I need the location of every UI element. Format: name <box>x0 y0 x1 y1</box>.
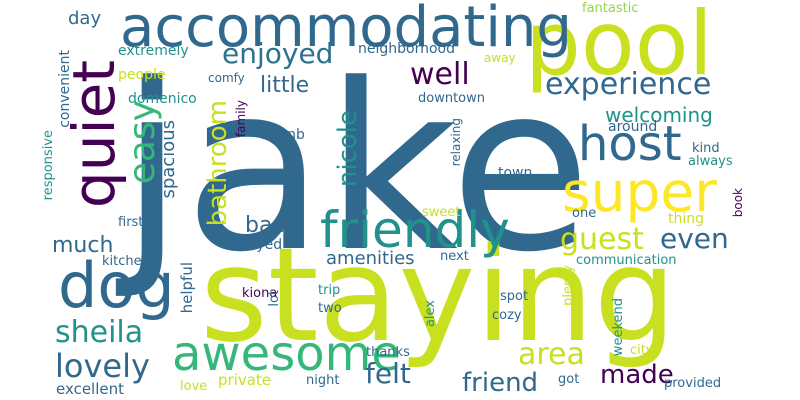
word-host: host <box>578 116 682 172</box>
word-jake: jake <box>120 36 592 303</box>
word-book: book <box>731 188 745 218</box>
word-communication: communication <box>576 253 677 268</box>
word-thanks: thanks <box>366 345 410 360</box>
word-excellent: excellent <box>56 380 125 398</box>
word-day: day <box>68 8 102 29</box>
word-next: next <box>440 249 469 264</box>
word-friendly: friendly <box>320 201 510 259</box>
word-area: area <box>518 337 585 372</box>
word-convenient: convenient <box>57 50 73 128</box>
word-welcoming: welcoming <box>605 103 713 127</box>
word-back: back <box>245 213 298 238</box>
word-pool: pool <box>525 0 713 95</box>
word-cozy: cozy <box>492 308 522 323</box>
word-away: away <box>484 51 516 65</box>
word-lot: lot <box>267 290 282 307</box>
word-city: city <box>630 343 654 358</box>
word-bathroom: bathroom <box>203 100 233 227</box>
word-guest: guest <box>560 222 644 257</box>
word-weekend: weekend <box>611 298 626 357</box>
word-little: little <box>260 73 310 98</box>
word-experience: experience <box>545 67 712 102</box>
word-town: town <box>498 165 533 181</box>
word-downtown: downtown <box>418 91 485 106</box>
word-sweet: sweet <box>422 205 461 220</box>
word-family: family <box>234 100 248 138</box>
word-staying: staying <box>200 219 677 371</box>
word-fantastic: fantastic <box>582 1 639 16</box>
word-quiet: quiet <box>60 60 128 209</box>
word-plenty: plenty <box>561 265 576 306</box>
word-dog: dog <box>58 249 175 322</box>
word-kind: kind <box>692 141 720 156</box>
word-amenities: amenities <box>326 248 415 269</box>
word-even: even <box>660 222 729 255</box>
word-trip: trip <box>318 283 341 298</box>
word-thing: thing <box>668 211 705 227</box>
word-nicole: nicole <box>333 110 363 188</box>
word-alex: alex <box>423 300 438 328</box>
word-always: always <box>688 154 733 169</box>
word-provided: provided <box>664 376 722 391</box>
word-felt: felt <box>365 357 411 390</box>
word-one: one <box>572 206 597 221</box>
word-stayed: stayed <box>235 237 283 253</box>
word-made: made <box>600 360 674 390</box>
word-easy: easy <box>122 100 163 185</box>
word-relaxing: relaxing <box>449 118 463 167</box>
word-comfy: comfy <box>208 71 245 85</box>
word-enjoyed: enjoyed <box>222 37 334 70</box>
word-first: first <box>118 215 144 230</box>
word-kiona: kiona <box>242 286 278 301</box>
word-people: people <box>118 67 166 83</box>
word-sheila: sheila <box>55 315 144 350</box>
word-lovely: lovely <box>55 347 150 385</box>
word-around: around <box>608 119 658 135</box>
word-helpful: helpful <box>178 262 196 314</box>
word-super: super <box>562 160 717 224</box>
word-domenico: domenico <box>128 91 197 107</box>
word-love: love <box>180 379 208 394</box>
word-two: two <box>318 301 342 316</box>
word-got: got <box>558 372 580 387</box>
word-kitchen: kitchen <box>102 254 150 269</box>
word-spot: spot <box>500 289 529 304</box>
word-private: private <box>218 371 272 389</box>
word-much: much <box>52 233 114 258</box>
word-spacious: spacious <box>158 120 179 199</box>
word-awesome: awesome <box>172 326 401 382</box>
word-airbnb: airbnb <box>260 127 305 143</box>
word-extremely: extremely <box>118 43 189 59</box>
word-night: night <box>306 373 340 388</box>
word-responsive: responsive <box>41 130 56 201</box>
word-accommodating: accommodating <box>120 0 572 60</box>
word-friend: friend <box>462 368 539 398</box>
word-well: well <box>410 57 470 92</box>
word-neighborhood: neighborhood <box>358 41 455 57</box>
